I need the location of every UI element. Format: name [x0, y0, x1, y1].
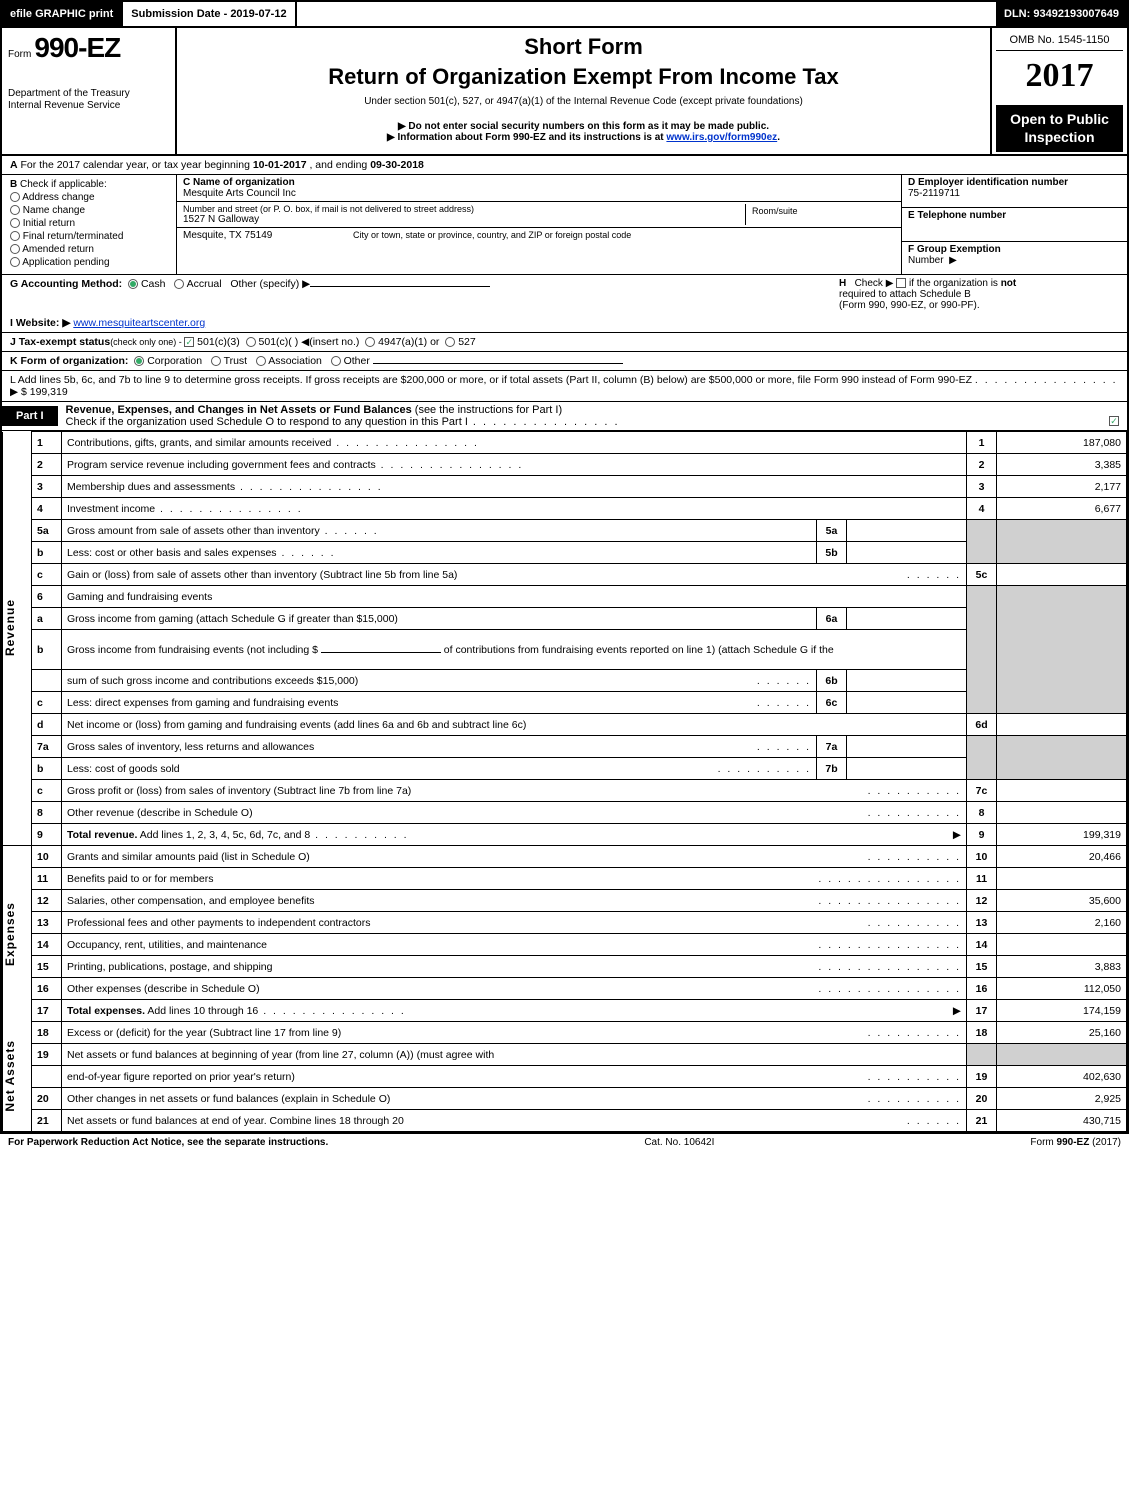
department-block: Department of the Treasury Internal Reve…	[8, 88, 169, 112]
val-16: 112,050	[997, 978, 1127, 1000]
instructions-link[interactable]: www.irs.gov/form990ez	[666, 132, 777, 143]
check-address-change[interactable]: Address change	[10, 192, 168, 203]
block-bcdef: B Check if applicable: Address change Na…	[2, 175, 1127, 275]
val-4: 6,677	[997, 498, 1127, 520]
line-h: H Check ▶ if the organization is not req…	[839, 278, 1119, 311]
ein: 75-2119711	[908, 188, 1121, 199]
val-17: 174,159	[997, 1000, 1127, 1022]
sidebar-revenue: Revenue	[3, 432, 32, 824]
val-1: 187,080	[997, 432, 1127, 454]
tax-year: 2017	[996, 51, 1123, 105]
status-501c3[interactable]	[184, 337, 194, 347]
website-link[interactable]: www.mesquiteartscenter.org	[73, 317, 205, 329]
title-block: Short Form Return of Organization Exempt…	[177, 28, 992, 154]
part-1-table: Revenue 1 Contributions, gifts, grants, …	[2, 431, 1127, 1132]
status-4947[interactable]	[365, 337, 375, 347]
val-9: 199,319	[997, 824, 1127, 846]
org-other[interactable]	[331, 356, 341, 366]
dln: DLN: 93492193007649	[996, 2, 1127, 26]
org-corporation[interactable]	[134, 356, 144, 366]
val-18: 25,160	[997, 1022, 1127, 1044]
room-suite: Room/suite	[745, 204, 895, 225]
check-initial-return[interactable]: Initial return	[10, 218, 168, 229]
check-name-change[interactable]: Name change	[10, 205, 168, 216]
form-number: 990-EZ	[34, 32, 120, 63]
form-id-block: Form 990-EZ Department of the Treasury I…	[2, 28, 177, 154]
accounting-cash[interactable]	[128, 279, 138, 289]
box-c: C Name of organization Mesquite Arts Cou…	[177, 175, 902, 274]
gross-receipts: ▶ $ 199,319	[10, 386, 68, 398]
val-13: 2,160	[997, 912, 1127, 934]
status-501c[interactable]	[246, 337, 256, 347]
val-21: 430,715	[997, 1110, 1127, 1132]
org-association[interactable]	[256, 356, 266, 366]
org-city: Mesquite, TX 75149	[183, 230, 333, 241]
check-application-pending[interactable]: Application pending	[10, 257, 168, 268]
val-15: 3,883	[997, 956, 1127, 978]
title-main: Return of Organization Exempt From Incom…	[185, 64, 982, 90]
title-short: Short Form	[185, 34, 982, 60]
line-l: L Add lines 5b, 6c, and 7b to line 9 to …	[2, 371, 1127, 401]
line-g-h: H Check ▶ if the organization is not req…	[2, 275, 1127, 314]
check-amended-return[interactable]: Amended return	[10, 244, 168, 255]
check-h[interactable]	[896, 278, 906, 288]
line-a: A For the 2017 calendar year, or tax yea…	[2, 156, 1127, 175]
org-street: 1527 N Galloway	[183, 214, 745, 225]
note-ssn: ▶ Do not enter social security numbers o…	[185, 121, 982, 132]
sidebar-netassets: Net Assets	[3, 1022, 32, 1132]
accounting-accrual[interactable]	[174, 279, 184, 289]
val-10: 20,466	[997, 846, 1127, 868]
check-final-return[interactable]: Final return/terminated	[10, 231, 168, 242]
val-20: 2,925	[997, 1088, 1127, 1110]
right-header: OMB No. 1545-1150 2017 Open to Public In…	[992, 28, 1127, 154]
open-to-public: Open to Public Inspection	[996, 105, 1123, 152]
line-k: K Form of organization: Corporation Trus…	[2, 352, 1127, 371]
note-link: ▶ Information about Form 990-EZ and its …	[185, 132, 982, 143]
form-header: Form 990-EZ Department of the Treasury I…	[0, 28, 1129, 154]
line-j: J Tax-exempt status(check only one) - 50…	[2, 333, 1127, 352]
omb-number: OMB No. 1545-1150	[996, 30, 1123, 51]
check-schedule-o[interactable]	[1109, 416, 1119, 426]
org-trust[interactable]	[211, 356, 221, 366]
cat-no: Cat. No. 10642I	[644, 1137, 714, 1148]
val-19: 402,630	[997, 1066, 1127, 1088]
line-i: I Website: ▶ www.mesquiteartscenter.org	[2, 314, 1127, 333]
efile-print[interactable]: efile GRAPHIC print	[2, 2, 123, 26]
submission-date: Submission Date - 2019-07-12	[123, 2, 296, 26]
top-bar: efile GRAPHIC print Submission Date - 20…	[0, 0, 1129, 28]
val-2: 3,385	[997, 454, 1127, 476]
org-name: Mesquite Arts Council Inc	[183, 188, 895, 199]
part-1-label: Part I	[2, 406, 58, 426]
form-prefix: Form	[8, 49, 31, 60]
box-def: D Employer identification number 75-2119…	[902, 175, 1127, 274]
sidebar-expenses: Expenses	[3, 846, 32, 1022]
val-12: 35,600	[997, 890, 1127, 912]
page-footer: For Paperwork Reduction Act Notice, see …	[0, 1132, 1129, 1151]
part-1-header: Part I Revenue, Expenses, and Changes in…	[2, 401, 1127, 431]
title-sub: Under section 501(c), 527, or 4947(a)(1)…	[185, 96, 982, 107]
status-527[interactable]	[445, 337, 455, 347]
val-3: 2,177	[997, 476, 1127, 498]
box-b: B Check if applicable: Address change Na…	[2, 175, 177, 274]
